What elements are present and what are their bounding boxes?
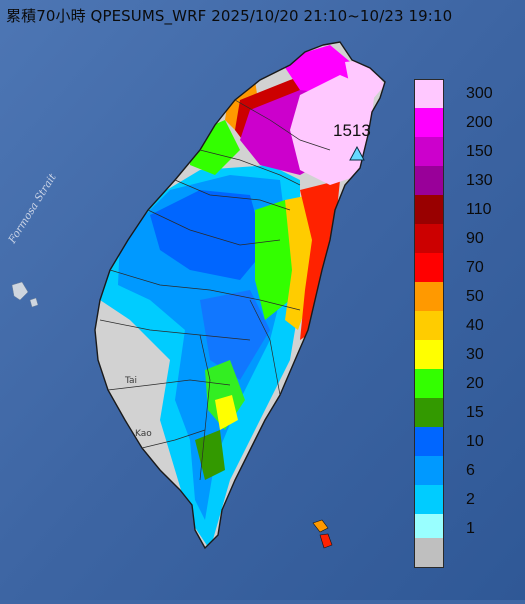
county-boundaries — [99, 99, 331, 481]
southeast-islets — [312, 519, 333, 549]
legend-row-200: 200 — [414, 108, 514, 138]
legend-swatch — [414, 137, 444, 167]
legend-row-20: 20 — [414, 369, 514, 399]
legend-swatch — [414, 427, 444, 457]
legend-row-110: 110 — [414, 195, 514, 225]
legend-label: 50 — [466, 288, 484, 305]
legend-row-50: 50 — [414, 282, 514, 312]
legend-row-40: 40 — [414, 311, 514, 341]
legend-row-150: 150 — [414, 137, 514, 167]
legend-label: 200 — [466, 114, 493, 131]
legend-row-90: 90 — [414, 224, 514, 254]
legend-swatch — [414, 340, 444, 370]
legend-label: 30 — [466, 346, 484, 363]
legend-label: 2 — [466, 491, 475, 508]
legend-row-2: 2 — [414, 485, 514, 515]
legend-swatch — [414, 282, 444, 312]
city-label-tainan: Tai — [124, 376, 137, 386]
legend-label: 40 — [466, 317, 484, 334]
max-rain-marker-icon — [349, 145, 365, 161]
rainfall-legend: 300 200 150 130 110 90 70 50 40 30 20 — [414, 79, 514, 568]
legend-row-300: 300 — [414, 79, 514, 109]
legend-swatch — [414, 456, 444, 486]
legend-swatch — [414, 79, 444, 109]
legend-label: 10 — [466, 433, 484, 450]
legend-swatch — [414, 485, 444, 515]
legend-label: 6 — [466, 462, 475, 479]
map-title: 累積70小時 QPESUMS_WRF 2025/10/20 21:10~10/2… — [6, 7, 453, 25]
legend-label: 90 — [466, 230, 484, 247]
legend-swatch — [414, 195, 444, 225]
legend-row-70: 70 — [414, 253, 514, 283]
legend-label: 150 — [466, 143, 493, 160]
legend-row-15: 15 — [414, 398, 514, 428]
legend-label: 70 — [466, 259, 484, 276]
legend-swatch — [414, 311, 444, 341]
legend-row-30: 30 — [414, 340, 514, 370]
legend-swatch — [414, 166, 444, 196]
legend-swatch — [414, 398, 444, 428]
legend-swatch — [414, 253, 444, 283]
city-label-kaohsiung: Kao — [135, 429, 152, 439]
legend-row-6: 6 — [414, 456, 514, 486]
legend-label: 15 — [466, 404, 484, 421]
legend-label: 130 — [466, 172, 493, 189]
legend-swatch — [414, 224, 444, 254]
legend-row-130: 130 — [414, 166, 514, 196]
penghu-islands — [11, 281, 39, 308]
taiwan-coastline — [94, 41, 386, 550]
legend-swatch — [414, 108, 444, 138]
legend-swatch — [414, 538, 444, 568]
legend-label: 110 — [466, 201, 492, 218]
legend-row-10: 10 — [414, 427, 514, 457]
legend-label: 1 — [466, 520, 475, 537]
legend-label: 20 — [466, 375, 484, 392]
legend-row-none — [414, 538, 514, 568]
legend-swatch — [414, 369, 444, 399]
max-rain-value: 1513 — [333, 121, 371, 140]
legend-label: 300 — [466, 85, 493, 102]
